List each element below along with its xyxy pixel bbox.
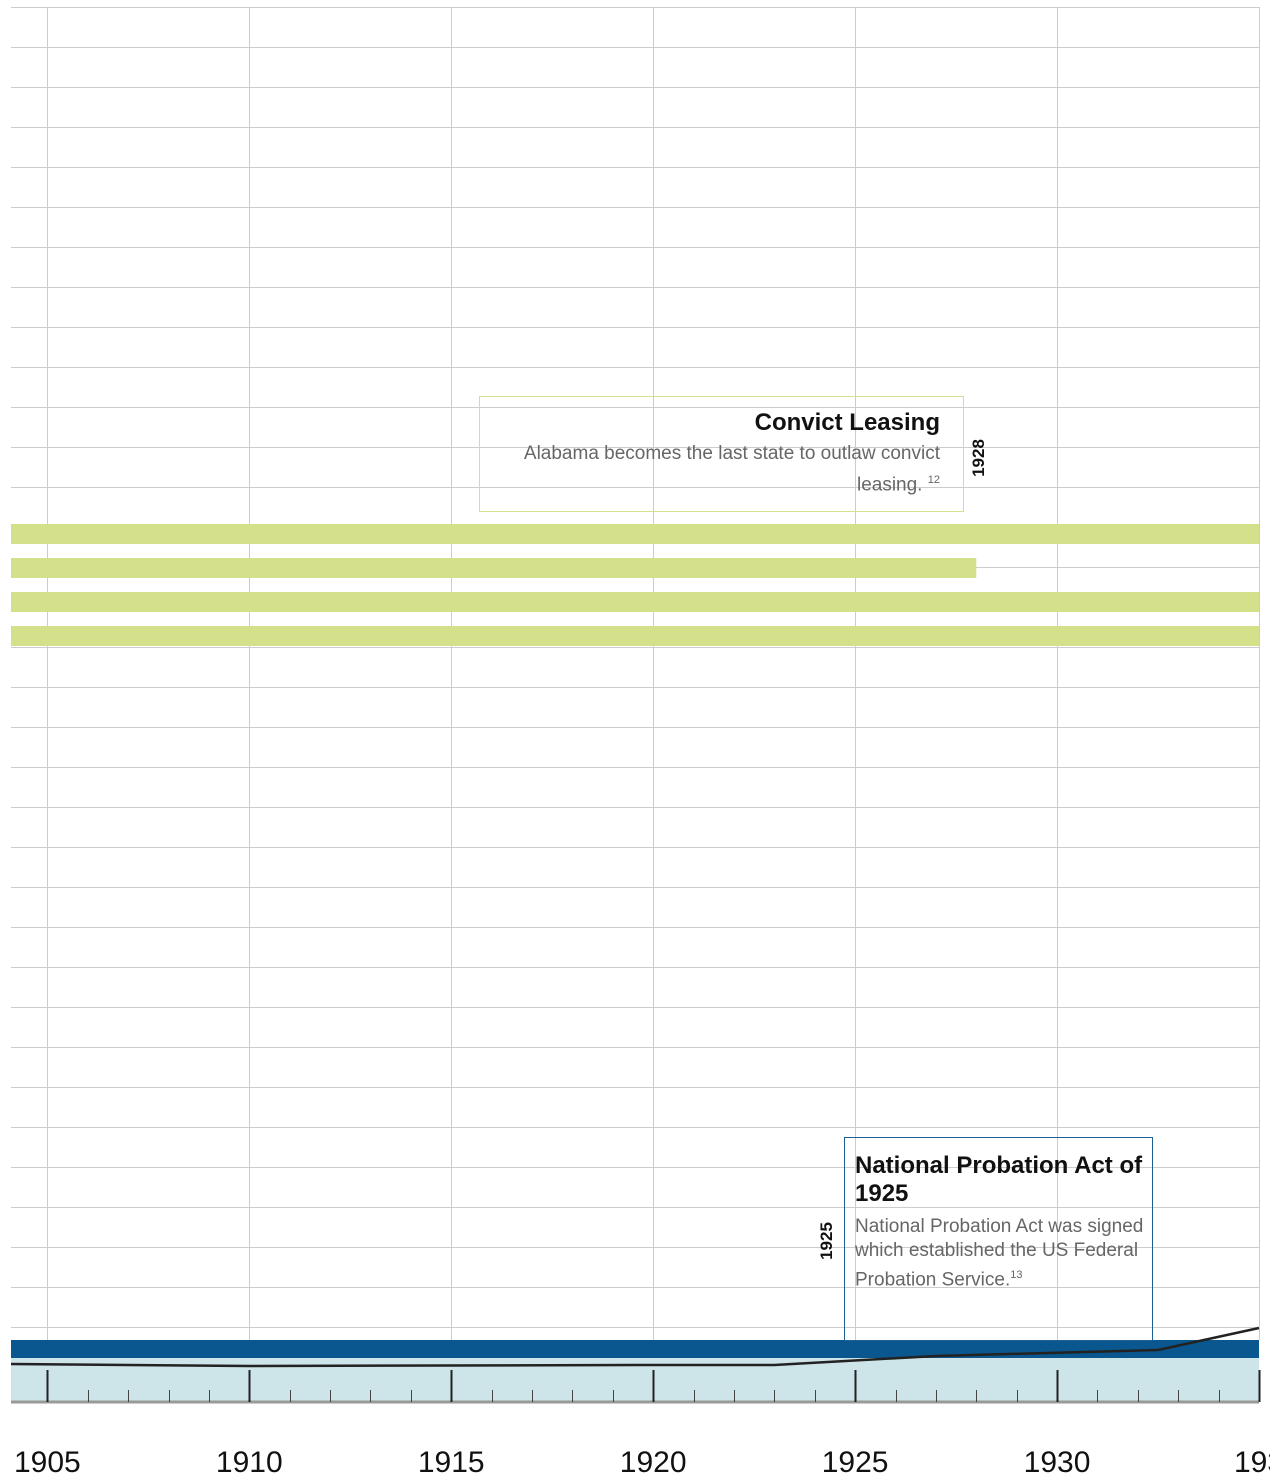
x-axis bbox=[11, 1370, 1261, 1404]
x-tick-label: 1925 bbox=[822, 1446, 889, 1476]
event-box-national-probation-act: National Probation Act of 1925 National … bbox=[844, 1137, 1153, 1341]
event-description: National Probation Act was signed which … bbox=[855, 1216, 1144, 1291]
green-band bbox=[11, 626, 1259, 646]
event-description: Alabama becomes the last state to outlaw… bbox=[523, 443, 940, 496]
x-tick-label: 193 bbox=[1234, 1446, 1270, 1476]
blue-band bbox=[11, 1340, 1259, 1359]
event-title: National Probation Act of 1925 bbox=[855, 1152, 1143, 1207]
x-tick-labels: 1905 1910 1915 1920 1925 1930 193 bbox=[14, 1446, 1270, 1476]
x-tick-label: 1905 bbox=[14, 1446, 81, 1476]
event-year-label: 1928 bbox=[968, 439, 988, 477]
green-band bbox=[11, 524, 1259, 544]
event-year-label: 1925 bbox=[816, 1222, 836, 1260]
trend-area bbox=[10, 1326, 1260, 1402]
timeline-bands bbox=[11, 524, 1259, 1359]
green-band bbox=[11, 592, 1259, 612]
x-tick-label: 1930 bbox=[1024, 1446, 1091, 1476]
event-title: Convict Leasing bbox=[754, 409, 940, 436]
green-band bbox=[11, 558, 977, 578]
event-box-convict-leasing: Convict Leasing Alabama becomes the last… bbox=[479, 396, 964, 512]
footnote-ref: 13 bbox=[1010, 1269, 1023, 1281]
trend-line bbox=[10, 1326, 1260, 1368]
x-tick-label: 1910 bbox=[216, 1446, 283, 1476]
x-tick-label: 1920 bbox=[620, 1446, 687, 1476]
footnote-ref: 12 bbox=[927, 474, 940, 486]
x-tick-label: 1915 bbox=[418, 1446, 485, 1476]
